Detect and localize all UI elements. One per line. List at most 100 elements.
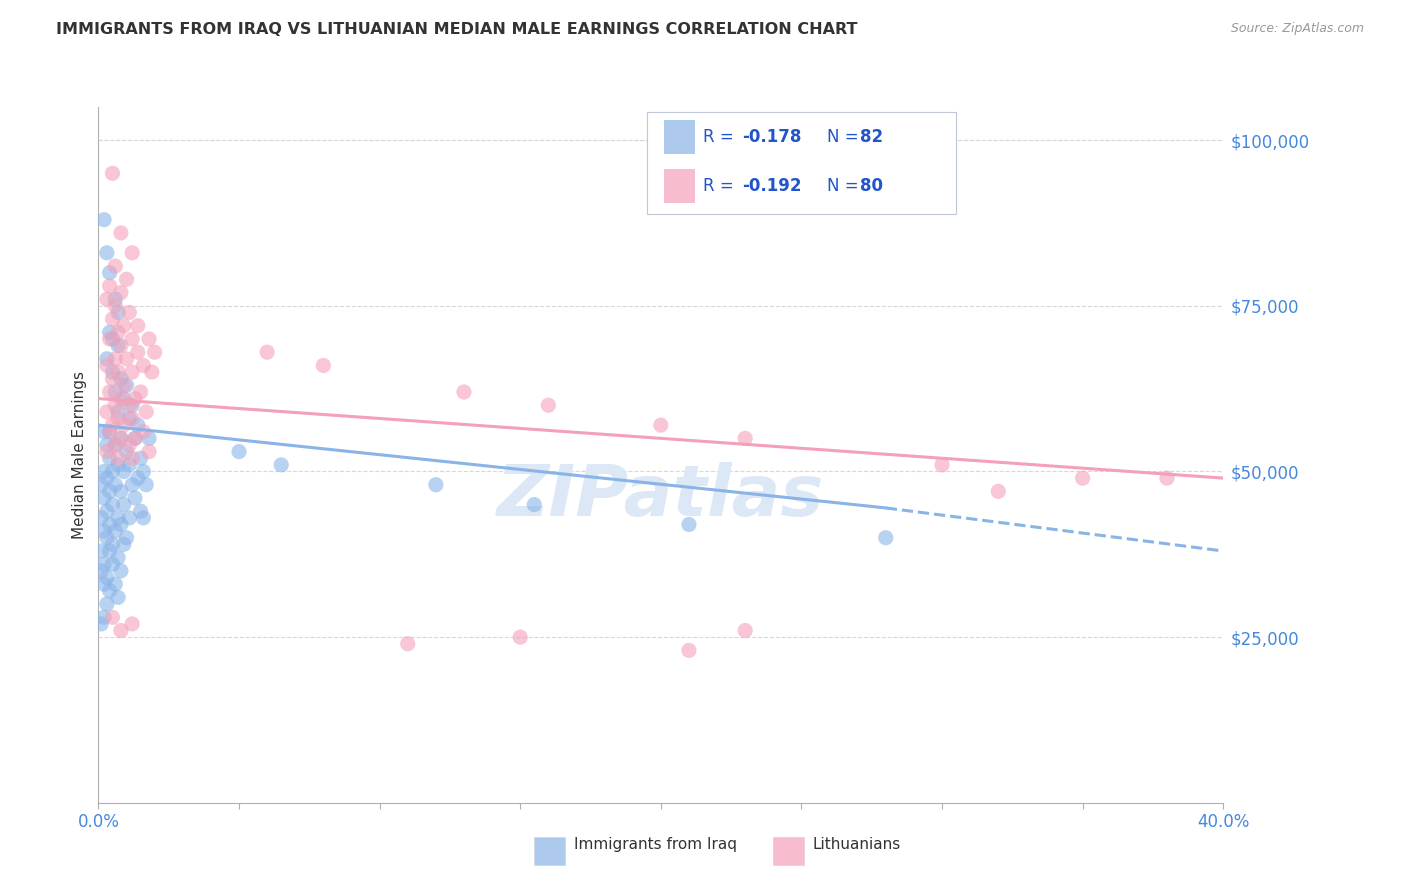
Point [101,498,124,512]
Point [104,384,127,399]
Point [396,637,419,651]
Point [96,245,118,260]
Point [127,318,149,333]
Point [132,465,155,479]
Point [104,438,127,452]
Point [121,245,143,260]
Point [96,531,118,545]
Point [96,405,118,419]
Point [678,517,700,532]
Point [129,504,152,518]
Point [98,425,121,439]
Point [138,332,160,346]
Point [115,531,138,545]
Point [112,498,135,512]
Point [107,451,129,466]
Text: IMMIGRANTS FROM IRAQ VS LITHUANIAN MEDIAN MALE EARNINGS CORRELATION CHART: IMMIGRANTS FROM IRAQ VS LITHUANIAN MEDIA… [56,22,858,37]
Point [124,431,146,445]
Text: Source: ZipAtlas.com: Source: ZipAtlas.com [1230,22,1364,36]
Point [135,405,157,419]
Point [96,444,118,458]
Point [110,392,132,406]
Point [509,630,531,644]
Point [425,477,447,491]
Text: Immigrants from Iraq: Immigrants from Iraq [574,838,737,852]
Point [101,558,124,572]
Point [104,438,127,452]
Point [110,431,132,445]
Point [453,384,475,399]
Point [90,564,112,578]
Point [90,616,112,631]
Point [110,226,132,240]
Point [110,564,132,578]
Point [124,392,146,406]
Point [270,458,292,472]
Point [96,292,118,306]
Point [734,431,756,445]
Point [138,431,160,445]
Point [98,279,121,293]
Point [112,318,135,333]
Point [127,418,149,433]
Point [107,411,129,425]
Point [96,359,118,373]
Point [118,438,141,452]
Point [115,351,138,366]
Point [121,477,143,491]
Point [112,392,135,406]
Point [107,305,129,319]
Point [104,577,127,591]
Point [93,212,115,227]
Point [101,465,124,479]
Point [132,425,155,439]
Text: Lithuanians: Lithuanians [813,838,901,852]
Point [121,451,143,466]
Text: R =: R = [703,128,740,145]
Point [121,365,143,379]
Point [132,359,155,373]
Point [104,524,127,538]
Point [104,398,127,412]
Point [118,398,141,412]
Point [107,591,129,605]
Point [104,351,127,366]
Point [90,511,112,525]
Point [107,405,129,419]
Point [875,531,897,545]
Point [107,511,129,525]
Point [101,537,124,551]
Point [98,484,121,499]
Point [256,345,278,359]
Point [101,332,124,346]
Point [96,597,118,611]
Point [104,292,127,306]
Point [93,558,115,572]
Point [115,444,138,458]
Text: -0.192: -0.192 [742,177,801,194]
Point [96,570,118,584]
Point [98,266,121,280]
Point [90,477,112,491]
Point [98,451,121,466]
Point [101,372,124,386]
Point [110,484,132,499]
Point [734,624,756,638]
Text: 80: 80 [860,177,883,194]
Point [98,425,121,439]
Point [107,338,129,352]
Point [124,431,146,445]
Point [96,471,118,485]
Point [104,477,127,491]
Point [101,365,124,379]
Point [537,398,560,412]
Point [1071,471,1094,485]
Point [138,444,160,458]
Point [987,484,1010,499]
Point [110,431,132,445]
Point [98,384,121,399]
Point [107,326,129,340]
Point [312,359,335,373]
Point [523,498,546,512]
Point [96,504,118,518]
